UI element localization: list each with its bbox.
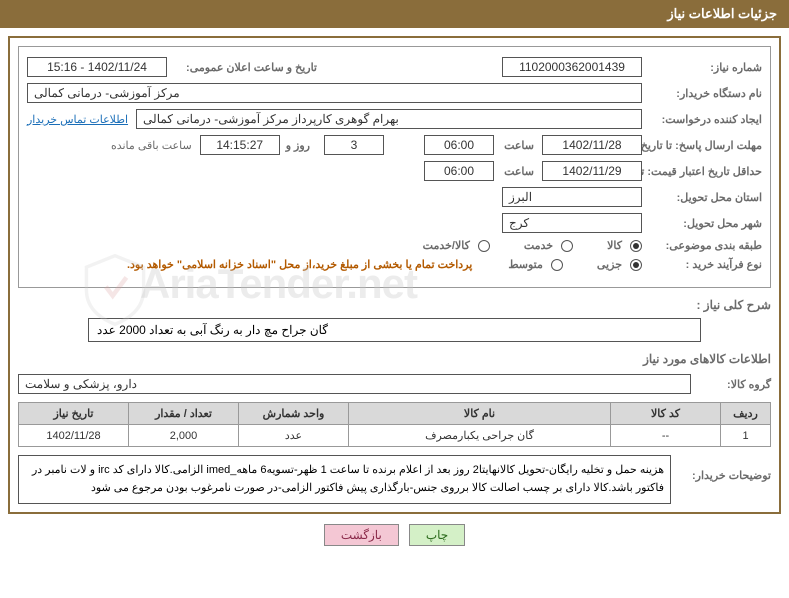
- radio-both[interactable]: [478, 240, 490, 252]
- category-label: طبقه بندی موضوعی:: [642, 239, 762, 252]
- public-date-field: 1402/11/24 - 15:16: [27, 57, 167, 77]
- td-unit: عدد: [239, 425, 349, 447]
- th-name: نام کالا: [349, 403, 611, 425]
- deadline-date-field: 1402/11/28: [542, 135, 642, 155]
- buyer-notes-label: توضیحات خریدار:: [671, 455, 771, 482]
- table-row: 1 -- گان جراحی یکبارمصرف عدد 2,000 1402/…: [19, 425, 771, 447]
- need-no-field: 1102000362001439: [502, 57, 642, 77]
- days-field: 3: [324, 135, 384, 155]
- th-qty: تعداد / مقدار: [129, 403, 239, 425]
- th-unit: واحد شمارش: [239, 403, 349, 425]
- th-row: ردیف: [721, 403, 771, 425]
- city-label: شهر محل تحویل:: [642, 217, 762, 230]
- public-date-label: تاریخ و ساعت اعلان عمومی:: [167, 61, 317, 74]
- print-button[interactable]: چاپ: [409, 524, 465, 546]
- buyer-notes-box: هزینه حمل و تخلیه رایگان-تحویل کالانهایت…: [18, 455, 671, 504]
- city-field: کرج: [502, 213, 642, 233]
- td-row: 1: [721, 425, 771, 447]
- time-label-1: ساعت: [494, 139, 534, 152]
- buyer-label: نام دستگاه خریدار:: [642, 87, 762, 100]
- remaining-label: ساعت باقی مانده: [111, 139, 192, 152]
- process-label: نوع فرآیند خرید :: [642, 258, 762, 271]
- goods-table: ردیف کد کالا نام کالا واحد شمارش تعداد /…: [18, 402, 771, 447]
- valid-time-field: 06:00: [424, 161, 494, 181]
- process-radio-group: جزیی متوسط: [502, 258, 642, 271]
- row-need-no: شماره نیاز: 1102000362001439 تاریخ و ساع…: [27, 57, 762, 77]
- radio-goods-label: کالا: [601, 239, 622, 252]
- valid-label: حداقل تاریخ اعتبار قیمت: تا تاریخ:: [642, 165, 762, 178]
- th-code: کد کالا: [611, 403, 721, 425]
- radio-medium[interactable]: [551, 259, 563, 271]
- need-summary-box: گان جراح مچ دار به رنگ آبی به تعداد 2000…: [88, 318, 701, 342]
- row-city: شهر محل تحویل: کرج: [27, 213, 762, 233]
- row-category: طبقه بندی موضوعی: کالا خدمت کالا/خدمت: [27, 239, 762, 252]
- row-creator: ایجاد کننده درخواست: بهرام گوهری کارپردا…: [27, 109, 762, 129]
- buyer-notes-row: توضیحات خریدار: هزینه حمل و تخلیه رایگان…: [18, 455, 771, 504]
- days-label: روز و: [280, 139, 316, 152]
- need-no-label: شماره نیاز:: [642, 61, 762, 74]
- page-title: جزئیات اطلاعات نیاز: [667, 6, 777, 21]
- radio-service-label: خدمت: [518, 239, 553, 252]
- row-buyer: نام دستگاه خریدار: مرکز آموزشی- درمانی ک…: [27, 83, 762, 103]
- buyer-field: مرکز آموزشی- درمانی کمالی: [27, 83, 642, 103]
- contact-link[interactable]: اطلاعات تماس خریدار: [27, 113, 128, 126]
- page-header: جزئیات اطلاعات نیاز: [0, 0, 789, 28]
- row-deadline: مهلت ارسال پاسخ: تا تاریخ: 1402/11/28 سا…: [27, 135, 762, 155]
- creator-label: ایجاد کننده درخواست:: [642, 113, 762, 126]
- radio-goods[interactable]: [630, 240, 642, 252]
- deadline-label: مهلت ارسال پاسخ: تا تاریخ:: [642, 139, 762, 152]
- province-label: استان محل تحویل:: [642, 191, 762, 204]
- need-summary-text: گان جراح مچ دار به رنگ آبی به تعداد 2000…: [97, 323, 328, 337]
- need-summary-label: شرح کلی نیاز :: [18, 298, 771, 312]
- goods-group-row: گروه کالا: دارو، پزشکی و سلامت: [18, 374, 771, 394]
- th-date: تاریخ نیاز: [19, 403, 129, 425]
- deadline-time-field: 06:00: [424, 135, 494, 155]
- outer-panel: شماره نیاز: 1102000362001439 تاریخ و ساع…: [8, 36, 781, 514]
- radio-medium-label: متوسط: [502, 258, 543, 271]
- td-code: --: [611, 425, 721, 447]
- category-radio-group: کالا خدمت کالا/خدمت: [417, 239, 642, 252]
- radio-service[interactable]: [561, 240, 573, 252]
- row-valid: حداقل تاریخ اعتبار قیمت: تا تاریخ: 1402/…: [27, 161, 762, 181]
- back-button[interactable]: بازگشت: [324, 524, 399, 546]
- buyer-notes-text: هزینه حمل و تخلیه رایگان-تحویل کالانهایت…: [32, 464, 664, 494]
- inner-panel: شماره نیاز: 1102000362001439 تاریخ و ساع…: [18, 46, 771, 288]
- valid-date-field: 1402/11/29: [542, 161, 642, 181]
- row-process: نوع فرآیند خرید : جزیی متوسط پرداخت تمام…: [27, 258, 762, 271]
- province-field: البرز: [502, 187, 642, 207]
- radio-partial-label: جزیی: [591, 258, 622, 271]
- button-row: چاپ بازگشت: [0, 524, 789, 546]
- td-name: گان جراحی یکبارمصرف: [349, 425, 611, 447]
- goods-group-field: دارو، پزشکی و سلامت: [18, 374, 691, 394]
- row-province: استان محل تحویل: البرز: [27, 187, 762, 207]
- remaining-time-field: 14:15:27: [200, 135, 280, 155]
- goods-section-title: اطلاعات کالاهای مورد نیاز: [18, 352, 771, 366]
- radio-both-label: کالا/خدمت: [417, 239, 470, 252]
- table-header-row: ردیف کد کالا نام کالا واحد شمارش تعداد /…: [19, 403, 771, 425]
- td-date: 1402/11/28: [19, 425, 129, 447]
- creator-field: بهرام گوهری کارپرداز مرکز آموزشی- درمانی…: [136, 109, 642, 129]
- payment-note: پرداخت تمام یا بخشی از مبلغ خرید،از محل …: [127, 258, 472, 271]
- radio-partial[interactable]: [630, 259, 642, 271]
- goods-group-label: گروه کالا:: [691, 378, 771, 391]
- td-qty: 2,000: [129, 425, 239, 447]
- time-label-2: ساعت: [494, 165, 534, 178]
